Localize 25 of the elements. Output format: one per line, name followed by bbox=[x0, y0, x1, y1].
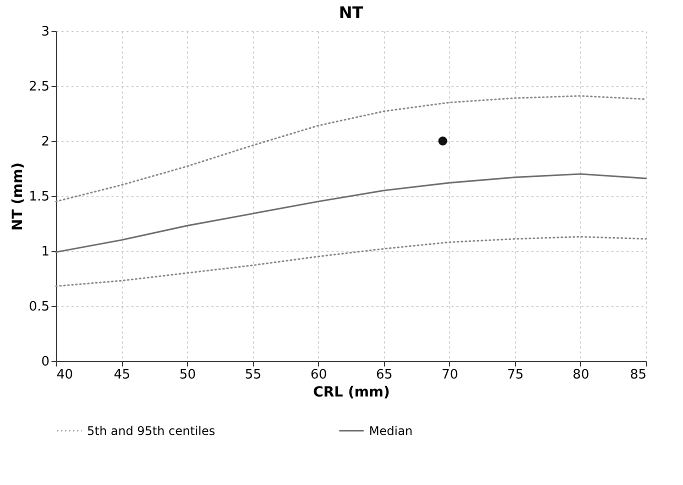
x-tick-label: 60 bbox=[310, 368, 327, 382]
legend-label: Median bbox=[369, 424, 413, 438]
y-tick-label: 2 bbox=[41, 134, 50, 150]
x-tick-label: 40 bbox=[56, 368, 74, 382]
x-tick-label: 70 bbox=[442, 368, 458, 382]
line-series bbox=[55, 173, 647, 253]
y-tick-label: 1 bbox=[41, 244, 50, 260]
line-series bbox=[55, 95, 647, 202]
legend-label: 5th and 95th centiles bbox=[87, 424, 216, 438]
chart-title: NT bbox=[338, 3, 364, 22]
y-tick-label: 0.5 bbox=[28, 300, 50, 314]
y-tick-label: 1.5 bbox=[28, 190, 50, 204]
line-series bbox=[55, 236, 647, 287]
x-tick-label: 65 bbox=[376, 368, 393, 382]
y-tick-label: 2.5 bbox=[28, 80, 50, 94]
x-tick-label: 75 bbox=[507, 368, 524, 382]
x-tick-label: 80 bbox=[572, 368, 590, 382]
y-axis-title: NT (mm) bbox=[10, 162, 26, 231]
x-axis-title: CRL (mm) bbox=[313, 384, 390, 400]
x-tick-label: 85 bbox=[630, 368, 646, 382]
x-tick-label: 45 bbox=[114, 368, 130, 382]
y-tick-label: 0 bbox=[41, 354, 50, 370]
y-tick-label: 3 bbox=[41, 24, 50, 40]
x-tick-label: 55 bbox=[244, 368, 262, 382]
x-tick-label: 50 bbox=[179, 368, 196, 382]
